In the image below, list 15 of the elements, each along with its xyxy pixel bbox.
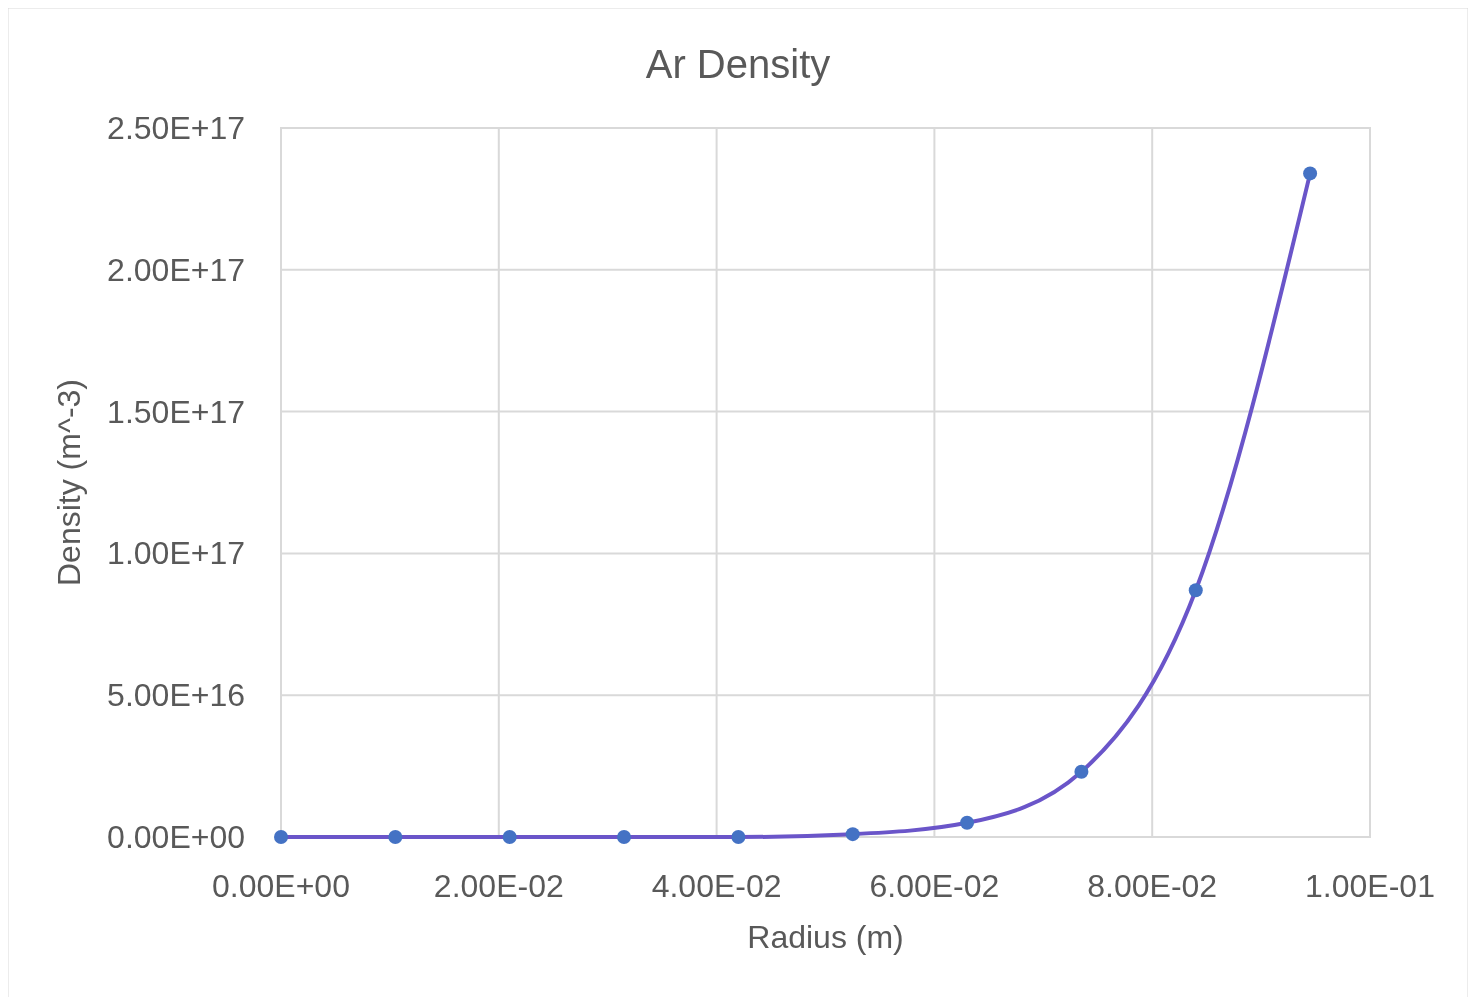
y-axis-title: Density (m^-3) <box>51 378 87 587</box>
x-tick-label: 6.00E-02 <box>869 868 1000 904</box>
x-tick-label: 2.00E-02 <box>433 868 564 904</box>
y-tick-label: 2.00E+17 <box>107 251 245 288</box>
y-tick-label: 0.00E+00 <box>107 819 245 855</box>
chart-title: Ar Density <box>645 42 831 86</box>
x-tick-label: 1.00E-01 <box>1305 868 1435 904</box>
x-axis-title: Radius (m) <box>747 919 904 955</box>
x-tick-label: 8.00E-02 <box>1087 868 1218 904</box>
y-tick-label: 1.00E+17 <box>107 535 245 572</box>
y-tick-label: 1.50E+17 <box>107 393 245 430</box>
x-tick-label: 4.00E-02 <box>651 868 782 904</box>
x-tick-label: 0.00E+00 <box>212 868 350 904</box>
y-tick-label: 2.50E+17 <box>107 110 245 146</box>
y-tick-label: 5.00E+16 <box>107 677 245 714</box>
